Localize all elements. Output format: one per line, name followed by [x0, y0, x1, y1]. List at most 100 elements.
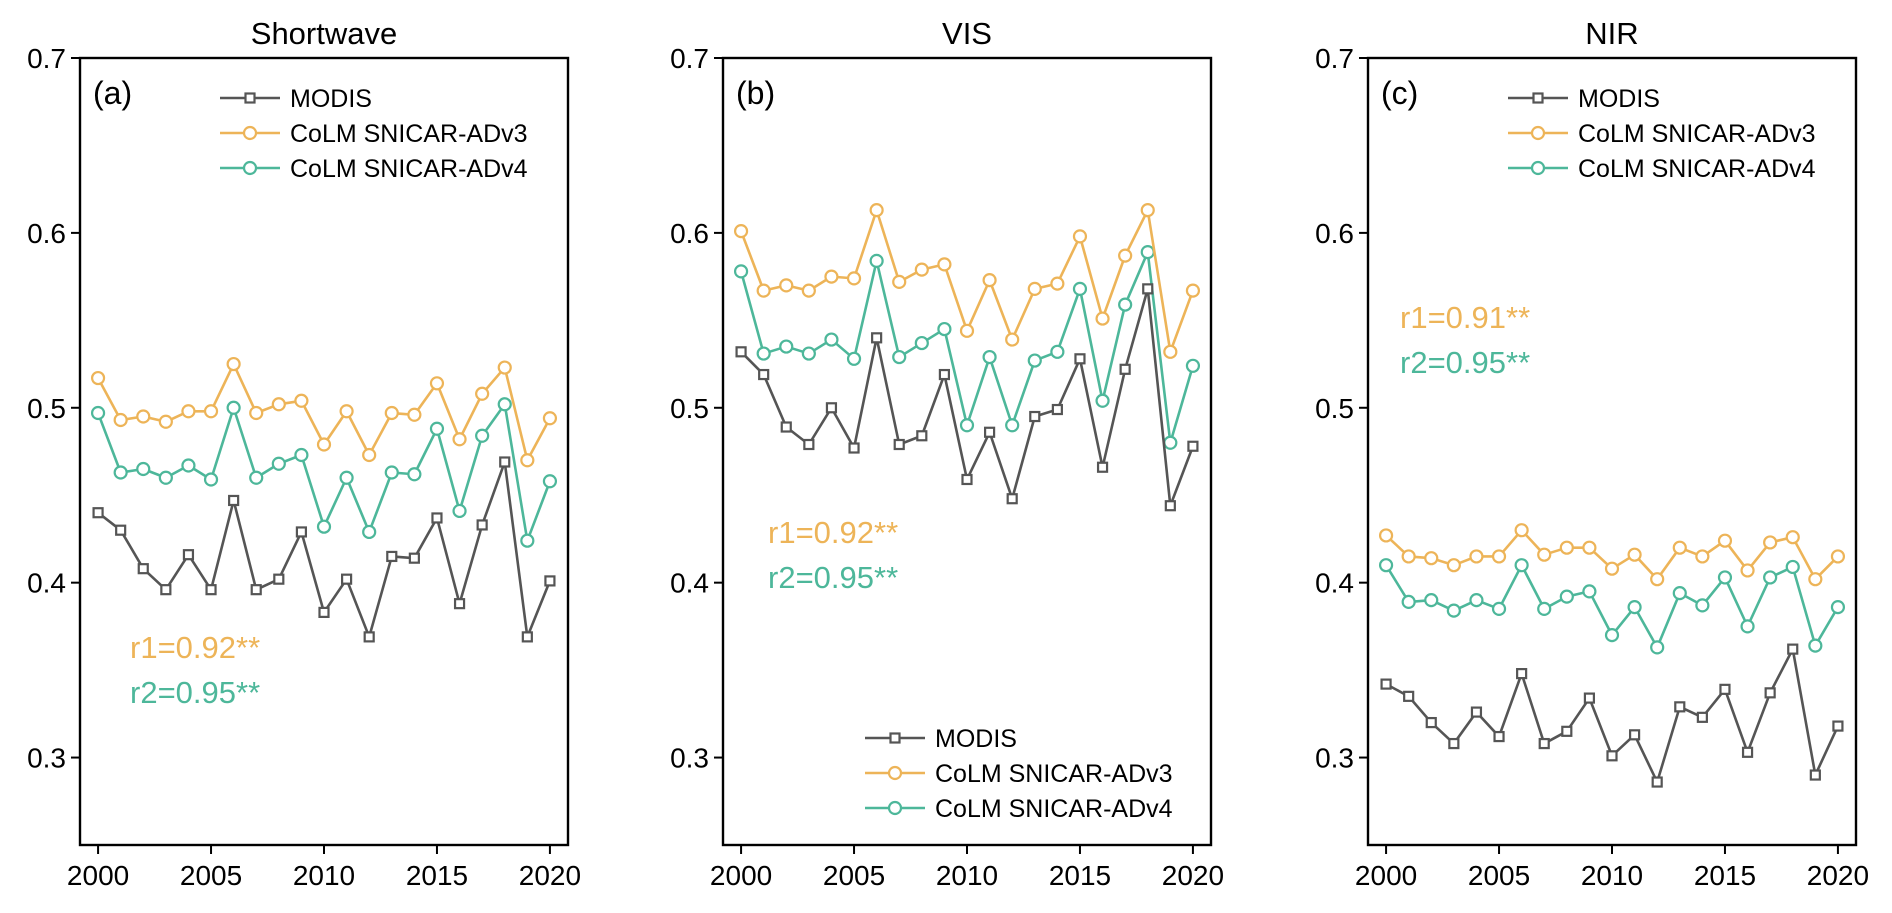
data-point — [90, 405, 106, 421]
y-tick-label: 0.7 — [670, 43, 709, 74]
panel-label: (b) — [736, 75, 775, 111]
data-point — [982, 349, 997, 365]
data-point — [1627, 547, 1642, 562]
data-point — [1583, 692, 1596, 704]
x-tick-label: 2020 — [519, 860, 581, 891]
data-point — [1051, 403, 1063, 416]
legend-label: MODIS — [1578, 85, 1660, 113]
data-point — [476, 519, 488, 531]
data-point — [226, 400, 241, 415]
data-point — [914, 262, 929, 277]
data-point — [90, 370, 106, 386]
data-point — [1674, 701, 1686, 713]
data-point — [1627, 600, 1642, 615]
data-point — [1163, 435, 1178, 450]
data-point — [1830, 549, 1846, 564]
data-point — [295, 526, 308, 538]
data-point — [340, 573, 353, 585]
data-point — [1672, 540, 1687, 555]
data-point — [386, 550, 398, 563]
series-colm-snicar-adv3 — [733, 203, 1201, 359]
plot-frame — [78, 56, 570, 847]
data-point — [249, 405, 264, 421]
data-point — [1808, 572, 1823, 587]
data-point — [779, 339, 794, 354]
data-point — [203, 472, 219, 487]
data-point — [1185, 283, 1201, 298]
data-point — [1628, 729, 1641, 741]
data-point — [1403, 690, 1415, 702]
data-point — [384, 465, 399, 480]
series-line — [1385, 647, 1840, 784]
data-point — [1095, 393, 1110, 408]
data-point — [801, 283, 816, 298]
chart-title: NIR — [1585, 16, 1638, 51]
panel-label: (c) — [1381, 75, 1418, 111]
data-point — [452, 432, 467, 447]
data-point — [384, 405, 399, 421]
x-tick-label: 2015 — [406, 860, 468, 891]
data-point — [271, 397, 286, 412]
data-point — [205, 584, 217, 596]
legend-marker — [244, 92, 256, 104]
legend-label: CoLM SNICAR-ADv3 — [290, 120, 528, 148]
data-point — [916, 430, 928, 442]
data-point — [1027, 353, 1042, 368]
plot-frame — [721, 56, 1213, 847]
data-point — [1785, 530, 1800, 545]
legend-label: CoLM SNICAR-ADv4 — [935, 795, 1173, 823]
data-point — [521, 631, 533, 643]
y-tick-label: 0.7 — [1315, 43, 1354, 74]
data-point — [1763, 570, 1778, 585]
data-point — [893, 438, 905, 451]
data-point — [249, 470, 264, 485]
data-point — [1741, 746, 1754, 758]
legend: MODIS CoLM SNICAR-ADv3 CoLM SNICAR-ADv4 — [865, 725, 1173, 823]
data-point — [1378, 558, 1394, 573]
data-point — [1582, 584, 1597, 599]
series-colm-snicar-adv3 — [1378, 523, 1846, 587]
legend-marker — [887, 765, 903, 781]
data-point — [226, 356, 241, 372]
data-point — [846, 351, 862, 366]
data-point — [1491, 549, 1507, 564]
x-tick-label: 2010 — [293, 860, 355, 891]
data-point — [499, 456, 511, 468]
data-point — [1787, 643, 1799, 655]
data-point — [136, 461, 151, 477]
data-point — [1559, 589, 1574, 604]
y-tick-label: 0.3 — [27, 743, 66, 774]
data-point — [735, 346, 747, 358]
data-point — [92, 507, 104, 519]
plot-frame — [1366, 56, 1858, 847]
data-point — [1651, 776, 1663, 788]
data-point — [1119, 363, 1131, 375]
data-point — [892, 349, 907, 365]
x-tick-label: 2005 — [180, 860, 242, 891]
legend-label: CoLM SNICAR-ADv4 — [290, 155, 528, 183]
series-colm-snicar-adv3 — [90, 356, 558, 468]
data-point — [780, 421, 792, 433]
x-tick-label: 2000 — [67, 860, 129, 891]
y-tick-label: 0.3 — [670, 743, 709, 774]
panel-3: NIR (c) 0.3 0.4 0.5 0.6 0.7 2000 2005 2010 2015 202… — [1315, 16, 1869, 891]
data-point — [1832, 720, 1844, 732]
correlation-annotation: r2=0.95** — [130, 675, 260, 710]
data-point — [803, 438, 815, 451]
data-point — [1491, 601, 1507, 617]
data-point — [1695, 549, 1710, 564]
data-point — [869, 203, 884, 218]
data-point — [407, 407, 422, 422]
legend-label: MODIS — [935, 725, 1017, 753]
y-tick-label: 0.5 — [1315, 393, 1354, 424]
series-colm-snicar-adv4 — [90, 397, 558, 548]
data-point — [1050, 276, 1065, 291]
data-point — [1764, 687, 1776, 699]
data-point — [1469, 549, 1484, 564]
data-point — [846, 271, 862, 286]
data-point — [1164, 500, 1176, 512]
series-modis — [735, 283, 1199, 512]
data-point — [961, 473, 973, 486]
data-point — [271, 456, 286, 471]
data-point — [758, 368, 770, 381]
